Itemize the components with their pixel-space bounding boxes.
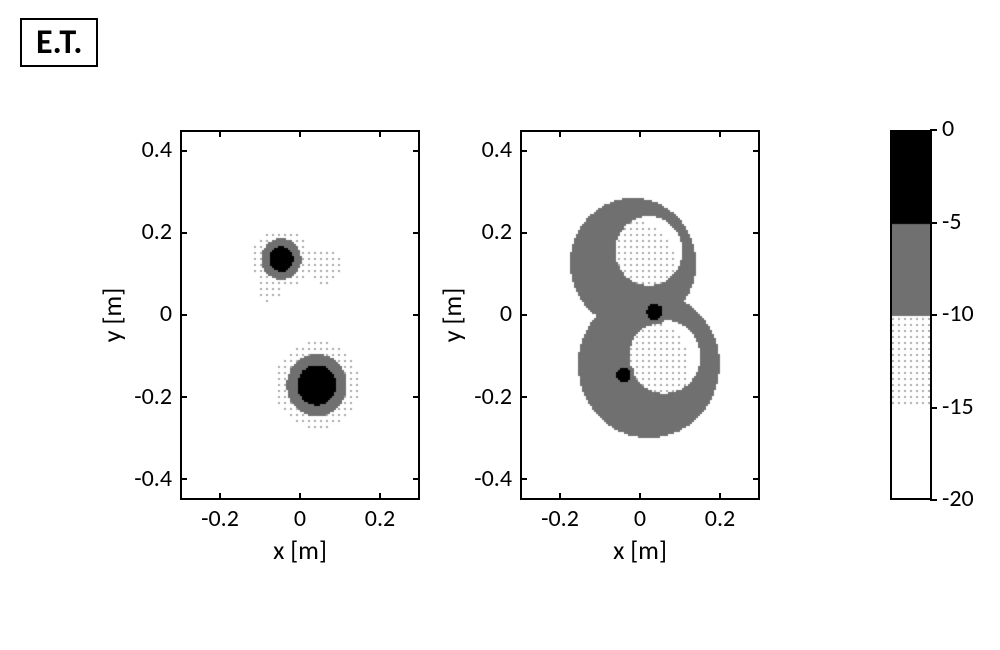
y-tick	[753, 478, 760, 480]
y-tick	[413, 314, 420, 316]
x-tick-label: 0	[294, 504, 306, 533]
y-tick-label: 0.4	[142, 135, 172, 164]
colorbar-tick-label: -20	[942, 484, 974, 513]
y-tick	[413, 150, 420, 152]
y-tick-label: 0.4	[482, 135, 512, 164]
x-tick	[639, 493, 641, 500]
colorbar-tick	[930, 407, 937, 409]
x-tick	[379, 493, 381, 500]
colorbar-tick-label: -10	[942, 299, 974, 328]
left-plot-frame	[180, 130, 420, 500]
x-axis-label: x [m]	[613, 534, 667, 566]
y-tick	[520, 232, 527, 234]
x-tick-label: 0.2	[705, 504, 735, 533]
y-tick	[753, 314, 760, 316]
y-tick	[753, 232, 760, 234]
colorbar-tick-label: -5	[942, 207, 962, 236]
right-heatmap	[522, 132, 758, 498]
y-tick-label: 0.2	[482, 217, 512, 246]
colorbar-tick	[930, 129, 937, 131]
x-tick-label: 0.2	[365, 504, 395, 533]
y-tick-label: -0.2	[474, 382, 512, 411]
y-tick	[520, 396, 527, 398]
y-tick-label: 0	[160, 299, 172, 328]
x-tick-label: -0.2	[541, 504, 579, 533]
y-tick-label: -0.4	[474, 464, 512, 493]
colorbar	[890, 130, 932, 500]
y-tick	[753, 396, 760, 398]
colorbar-tick-label: 0	[942, 114, 954, 143]
colorbar-tick	[930, 314, 937, 316]
panel-label: E.T.	[20, 18, 98, 67]
x-tick	[219, 130, 221, 137]
y-axis-label: y [m]	[436, 288, 468, 342]
y-tick-label: 0.2	[142, 217, 172, 246]
x-axis-label: x [m]	[273, 534, 327, 566]
colorbar-tick	[930, 222, 937, 224]
y-tick-label: -0.4	[134, 464, 172, 493]
x-tick	[299, 130, 301, 137]
y-tick-label: -0.2	[134, 382, 172, 411]
left-heatmap	[182, 132, 418, 498]
x-tick-label: -0.2	[201, 504, 239, 533]
y-tick	[753, 150, 760, 152]
y-tick	[520, 150, 527, 152]
figure-area: -0.4 -0.2 0 0.2 0.4 -0.2 0 0.2 x [m] y [m] -0.4 -0.…	[80, 120, 960, 620]
y-tick	[520, 314, 527, 316]
right-plot-frame	[520, 130, 760, 500]
y-tick	[520, 478, 527, 480]
y-tick	[180, 314, 187, 316]
x-tick	[719, 493, 721, 500]
x-tick	[719, 130, 721, 137]
y-tick	[413, 396, 420, 398]
colorbar-tick-label: -15	[942, 392, 974, 421]
x-tick-label: 0	[634, 504, 646, 533]
y-tick-label: 0	[500, 299, 512, 328]
x-tick	[299, 493, 301, 500]
x-tick	[559, 130, 561, 137]
y-axis-label: y [m]	[96, 288, 128, 342]
x-tick	[379, 130, 381, 137]
y-tick	[413, 478, 420, 480]
y-tick	[180, 478, 187, 480]
y-tick	[180, 150, 187, 152]
y-tick	[180, 232, 187, 234]
y-tick	[413, 232, 420, 234]
x-tick	[639, 130, 641, 137]
x-tick	[219, 493, 221, 500]
y-tick	[180, 396, 187, 398]
colorbar-fill	[892, 132, 930, 498]
x-tick	[559, 493, 561, 500]
colorbar-tick	[930, 499, 937, 501]
